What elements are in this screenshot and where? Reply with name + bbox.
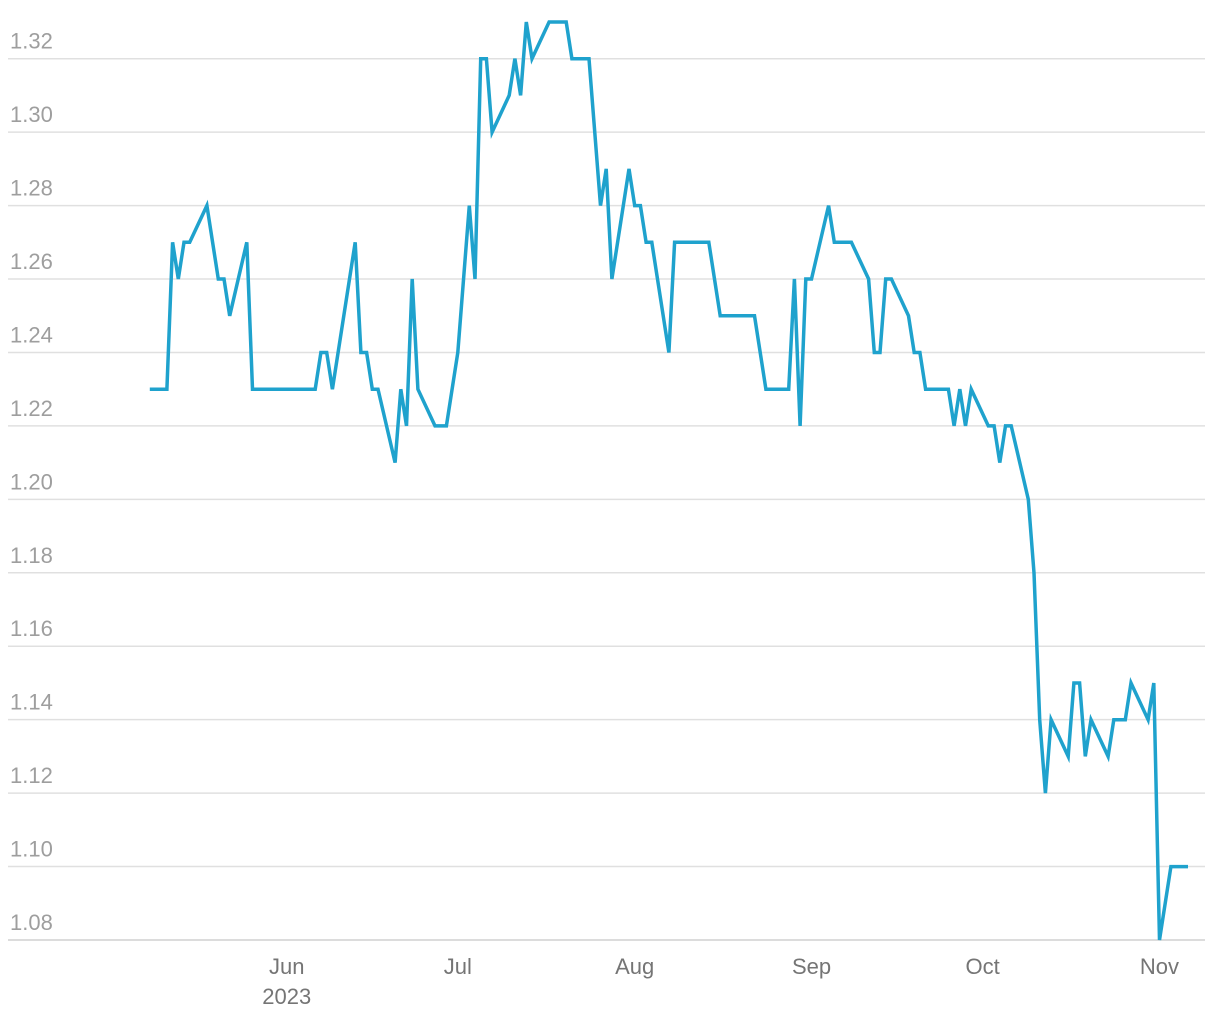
y-tick-label: 1.12 <box>10 763 53 788</box>
series-group <box>149 20 1188 941</box>
x-tick-label: Oct <box>966 954 1000 979</box>
x-tick-sublabel: 2023 <box>262 984 311 1009</box>
y-tick-label: 1.20 <box>10 469 53 494</box>
y-tick-label: 1.16 <box>10 616 53 641</box>
x-axis-ticks: Jun 2023 Jul Aug Sep Oct Nov <box>262 954 1179 1009</box>
x-tick-label: Jul <box>444 954 472 979</box>
x-tick-label: Jun <box>269 954 304 979</box>
y-tick-label: 1.10 <box>10 837 53 862</box>
y-tick-label: 1.30 <box>10 102 53 127</box>
y-tick-label: 1.32 <box>10 29 53 54</box>
x-tick-label: Sep <box>792 954 831 979</box>
y-axis-ticks: 1.08 1.10 1.12 1.14 1.16 1.18 1.20 1.22 1.24 1.26… <box>10 29 53 935</box>
x-tick-label: Aug <box>615 954 654 979</box>
x-tick-label: Nov <box>1140 954 1179 979</box>
y-tick-label: 1.26 <box>10 249 53 274</box>
series-line <box>149 20 1188 941</box>
y-tick-label: 1.08 <box>10 910 53 935</box>
y-tick-label: 1.18 <box>10 543 53 568</box>
y-tick-label: 1.22 <box>10 396 53 421</box>
y-tick-label: 1.28 <box>10 176 53 201</box>
y-tick-label: 1.24 <box>10 322 53 347</box>
y-tick-label: 1.14 <box>10 690 53 715</box>
